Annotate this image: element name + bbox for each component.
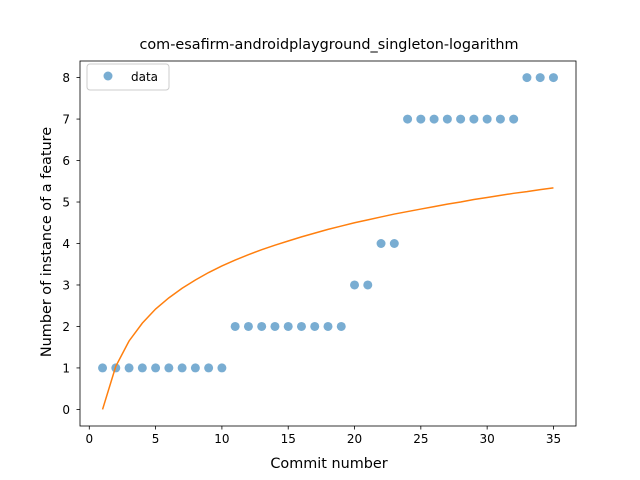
data-point	[469, 114, 479, 124]
data-point	[177, 363, 187, 373]
data-point	[204, 363, 214, 373]
data-point	[137, 363, 147, 373]
y-tick-label: 6	[62, 154, 70, 168]
y-tick-label: 8	[62, 71, 70, 85]
data-point	[217, 363, 227, 373]
data-point	[442, 114, 452, 124]
data-point	[230, 321, 240, 331]
y-tick-label: 7	[62, 113, 70, 127]
y-tick-label: 5	[62, 196, 70, 210]
data-point	[495, 114, 505, 124]
data-point	[429, 114, 439, 124]
data-point	[350, 280, 360, 290]
x-tick-label: 35	[546, 432, 561, 446]
data-point	[283, 321, 293, 331]
legend-box	[86, 63, 170, 91]
data-point	[270, 321, 280, 331]
fit-line	[101, 187, 554, 410]
data-point	[98, 363, 108, 373]
x-tick-label: 20	[347, 432, 362, 446]
x-tick-label: 5	[152, 432, 160, 446]
data-point	[124, 363, 134, 373]
plot-area: 0 5 10 15 20 25 30 35 0 1 2 3 4 5 6 7 8	[62, 60, 577, 446]
data-point	[403, 114, 413, 124]
data-point	[535, 73, 545, 83]
x-tick-label: 10	[214, 432, 229, 446]
data-point	[296, 321, 306, 331]
data-point	[336, 321, 346, 331]
data-point	[522, 73, 532, 83]
data-point	[363, 280, 373, 290]
data-point	[456, 114, 466, 124]
x-tick-label: 0	[85, 432, 93, 446]
data-point	[310, 321, 320, 331]
y-tick-label: 2	[62, 320, 70, 334]
x-tick-label: 30	[480, 432, 495, 446]
legend-label-data: data	[131, 70, 158, 84]
legend-marker-data	[103, 71, 113, 81]
data-point	[389, 239, 399, 248]
y-tick-label: 4	[62, 237, 70, 251]
data-point	[509, 114, 519, 124]
y-tick-label: 0	[62, 403, 70, 417]
data-point	[190, 363, 200, 373]
chart-title: com-esafirm-androidplayground_singleton-…	[139, 37, 518, 53]
data-point	[376, 239, 386, 248]
data-point	[243, 321, 253, 331]
y-tick-label: 3	[62, 278, 70, 292]
data-point	[164, 363, 174, 373]
y-tick-label: 1	[62, 361, 70, 375]
x-tick-label: 15	[281, 432, 296, 446]
x-tick-label: 25	[413, 432, 428, 446]
data-point	[548, 73, 558, 83]
data-point	[323, 321, 333, 331]
legend: data	[86, 63, 170, 91]
y-axis-label: Number of instance of a feature	[39, 127, 55, 357]
data-point	[416, 114, 426, 124]
x-axis-label: Commit number	[270, 456, 387, 472]
data-point	[151, 363, 161, 373]
data-point	[482, 114, 492, 124]
data-point	[257, 321, 267, 331]
